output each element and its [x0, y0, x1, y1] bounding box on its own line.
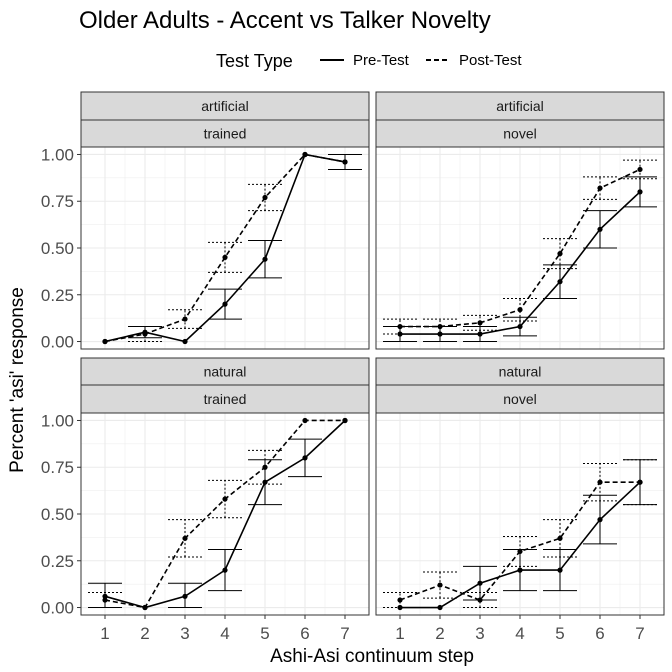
data-point-post-test [477, 320, 483, 326]
data-point-pre-test [557, 567, 563, 573]
x-tick-label: 4 [515, 624, 524, 643]
y-tick-label: 1.00 [41, 411, 74, 430]
data-point-pre-test [182, 593, 188, 599]
data-point-post-test [302, 151, 308, 158]
data-point-pre-test [102, 593, 108, 599]
x-tick-label: 3 [475, 624, 484, 643]
strip-top-label: natural [204, 364, 247, 380]
data-point-pre-test [222, 301, 228, 307]
data-point-pre-test [597, 226, 603, 232]
data-point-post-test [557, 535, 563, 541]
data-point-post-test [517, 307, 523, 313]
data-point-post-test [597, 185, 603, 191]
legend-label-post-test: Post-Test [459, 52, 522, 69]
x-tick-label: 1 [100, 624, 109, 643]
data-point-post-test [142, 604, 148, 611]
y-tick-label: 0.00 [41, 599, 74, 618]
strip-top-bg [80, 357, 370, 386]
data-point-post-test [397, 597, 403, 603]
data-point-post-test [342, 159, 348, 165]
data-point-pre-test [597, 517, 603, 523]
data-point-pre-test [182, 338, 188, 345]
data-point-post-test [342, 417, 348, 424]
y-axis-label: Percent 'asi' response [7, 287, 28, 473]
facet-panel: artificial trained 0.00 0.25 0.50 0.75 1.00 [41, 91, 370, 352]
x-tick-label: 4 [220, 624, 229, 643]
y-tick-label: 0.50 [41, 239, 74, 258]
data-point-post-test [262, 194, 268, 201]
data-point-pre-test [222, 567, 228, 573]
data-point-post-test [142, 331, 148, 337]
data-point-post-test [102, 597, 108, 603]
strip-bottom-label: trained [204, 391, 247, 407]
data-point-pre-test [437, 604, 443, 611]
x-tick-label: 6 [300, 624, 309, 643]
data-point-post-test [637, 166, 643, 173]
strip-top-label: artificial [496, 98, 543, 114]
strip-top-label: artificial [201, 98, 248, 114]
x-tick-label: 2 [435, 624, 444, 643]
strip-bottom-bg [80, 119, 370, 148]
x-tick-label: 1 [395, 624, 404, 643]
strip-bottom-label: novel [503, 391, 536, 407]
x-tick-label: 7 [340, 624, 349, 643]
x-tick-label: 5 [555, 624, 564, 643]
data-point-pre-test [477, 580, 483, 586]
strip-bottom-bg [375, 384, 665, 414]
panel-border [375, 146, 665, 350]
data-point-post-test [262, 464, 268, 470]
strip-top-bg [80, 91, 370, 121]
legend-title: Test Type [216, 51, 293, 71]
data-point-post-test [437, 323, 443, 330]
facet-panels: artificialtrained0.000.250.500.751.00art… [41, 91, 665, 643]
x-tick-label: 3 [180, 624, 189, 643]
y-tick-label: 1.00 [41, 145, 74, 164]
strip-top-bg [375, 91, 665, 121]
data-point-post-test [222, 254, 228, 260]
data-point-post-test [102, 338, 108, 345]
data-point-pre-test [557, 279, 563, 285]
chart-title: Older Adults - Accent vs Talker Novelty [79, 7, 491, 34]
legend-label-pre-test: Pre-Test [353, 52, 410, 69]
facet-panel: natural trained 0.00 0.25 0.50 0.75 1.00 1 2 3 4 5 6… [41, 357, 370, 643]
x-axis-label: Ashi-Asi continuum step [270, 646, 474, 667]
strip-bottom-label: trained [204, 126, 247, 142]
data-point-pre-test [477, 331, 483, 337]
facet-panel: natural novel 1 2 3 4 5 6 7 [375, 357, 665, 643]
x-tick-label: 7 [635, 624, 644, 643]
strip-bottom-label: novel [503, 126, 536, 142]
y-tick-label: 0.25 [41, 552, 74, 571]
legend: Test Type Pre-Test Post-Test [216, 51, 522, 71]
x-tick-label: 2 [140, 624, 149, 643]
y-tick-label: 0.00 [41, 333, 74, 352]
y-tick-label: 0.75 [41, 458, 74, 477]
data-point-pre-test [302, 455, 308, 461]
strip-top-label: natural [499, 364, 542, 380]
y-tick-label: 0.25 [41, 286, 74, 305]
data-point-post-test [302, 417, 308, 424]
data-point-post-test [637, 479, 643, 485]
data-point-post-test [557, 251, 563, 257]
data-point-pre-test [517, 567, 523, 573]
strip-top-bg [375, 357, 665, 386]
data-point-pre-test [517, 323, 523, 330]
x-tick-label: 6 [595, 624, 604, 643]
data-point-post-test [437, 582, 443, 588]
data-point-post-test [517, 548, 523, 555]
data-point-post-test [182, 535, 188, 541]
data-point-post-test [397, 323, 403, 330]
data-point-post-test [182, 316, 188, 322]
data-point-pre-test [262, 256, 268, 262]
data-point-pre-test [637, 189, 643, 195]
y-tick-label: 0.75 [41, 192, 74, 211]
data-point-post-test [222, 496, 228, 502]
facet-panel: artificial novel [375, 91, 665, 350]
data-point-post-test [477, 597, 483, 603]
x-tick-label: 5 [260, 624, 269, 643]
data-point-post-test [597, 479, 603, 485]
y-tick-label: 0.50 [41, 505, 74, 524]
